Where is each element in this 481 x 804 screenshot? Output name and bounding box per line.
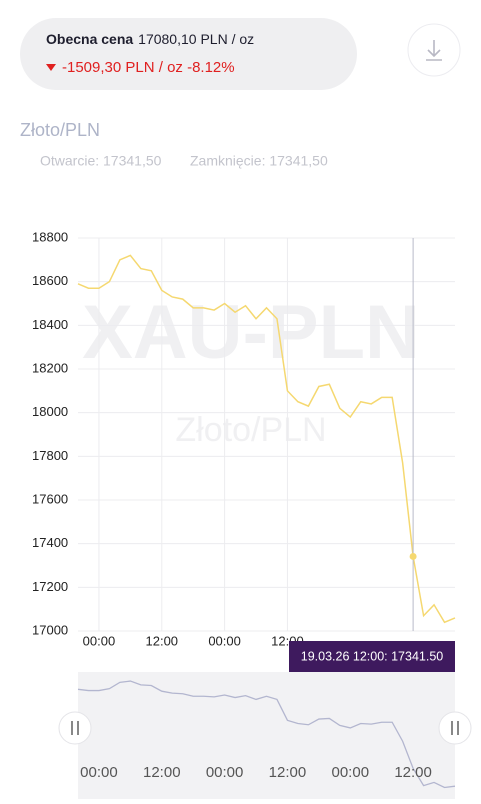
navigator-tick-label: 12:00 — [143, 764, 181, 781]
y-tick-label: 17000 — [32, 622, 68, 637]
x-tick-label: 00:00 — [83, 633, 116, 648]
navigator-tick-label: 00:00 — [332, 764, 370, 781]
y-tick-label: 18000 — [32, 404, 68, 419]
y-tick-label: 17200 — [32, 579, 68, 594]
price-label: Obecna cena — [46, 31, 133, 47]
x-tick-label: 00:00 — [208, 633, 241, 648]
navigator-plot: 00:00 12:00 00:00 12:00 00:00 12:00 — [77, 680, 456, 789]
close-price: Zamknięcie: 17341,50 — [190, 153, 328, 169]
tooltip-label: 19.03.26 12:00: 17341.50 — [301, 649, 444, 663]
handle-grip — [71, 721, 79, 735]
hover-dot — [409, 552, 417, 560]
y-tick-label: 17800 — [32, 448, 68, 463]
watermark: XAU-PLN — [82, 290, 420, 375]
instrument-title: Złoto/PLN — [20, 120, 100, 140]
navigator-tick-label: 00:00 — [80, 764, 118, 781]
download-icon — [426, 40, 442, 61]
navigator-tick-label: 00:00 — [206, 764, 244, 781]
price-pill — [20, 18, 357, 90]
y-tick-label: 18400 — [32, 317, 68, 332]
navigator-handle-left[interactable] — [58, 711, 92, 745]
y-tick-label: 18600 — [32, 273, 68, 288]
tooltip-box — [289, 641, 455, 672]
price-value: 17080,10 PLN / oz — [138, 31, 254, 47]
price-line: Obecna cena 17080,10 PLN / oz — [46, 31, 254, 47]
grid: 17000 17200 17400 17600 17800 18000 18200 18400… — [32, 229, 455, 648]
y-tick-label: 17600 — [32, 491, 68, 506]
down-arrow — [46, 64, 56, 71]
plot — [77, 254, 456, 624]
tooltip: 19.03.26 12:00: 17341.50 — [289, 238, 455, 672]
navigator-handle-right[interactable] — [438, 711, 472, 745]
y-tick-label: 18200 — [32, 360, 68, 375]
handle-grip — [451, 721, 459, 735]
navigator — [78, 672, 455, 799]
navigator-tick-label: 12:00 — [269, 764, 307, 781]
navigator-line — [77, 680, 456, 789]
watermark-subtitle: Złoto/PLN — [175, 411, 326, 449]
y-tick-label: 17400 — [32, 535, 68, 550]
open-price: Otwarcie: 17341,50 — [40, 153, 162, 169]
price-change: -1509,30 PLN / oz -8.12% — [62, 59, 235, 76]
x-tick-label: 12:00 — [146, 633, 179, 648]
y-tick-label: 18800 — [32, 229, 68, 244]
navigator-tick-label: 12:00 — [394, 764, 432, 781]
price-line — [77, 254, 456, 624]
